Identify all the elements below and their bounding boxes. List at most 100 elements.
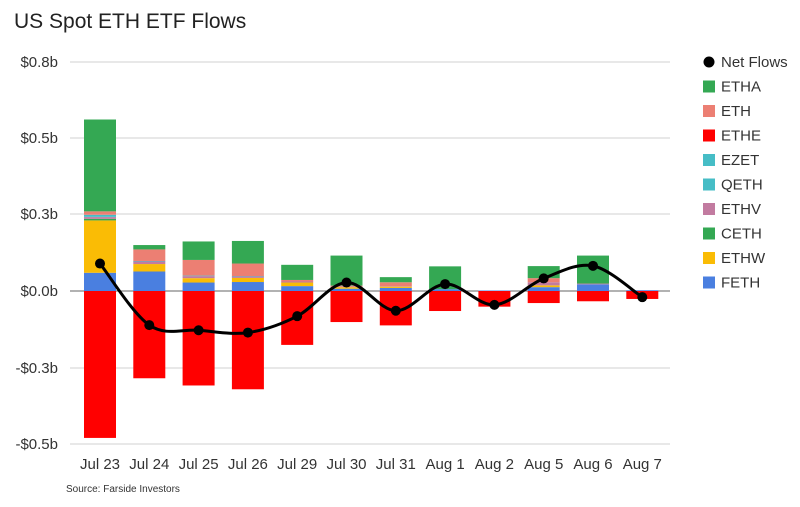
y-axis: $0.8b $0.5b $0.3b $0.0b -$0.3b -$0.5b bbox=[15, 54, 58, 453]
x-tick-label: Jul 25 bbox=[179, 456, 219, 473]
bar-segment-ethe bbox=[577, 291, 609, 302]
bar-segment-ethe bbox=[429, 291, 462, 312]
bar-segment-feth bbox=[429, 289, 462, 291]
x-axis: Jul 23 Jul 24 Jul 25 Jul 26 Jul 29 Jul 30 Jul … bbox=[80, 456, 662, 473]
bar-segment-ethv bbox=[133, 261, 166, 265]
bar-segment-ethe bbox=[527, 291, 560, 304]
bar-segment-ethv bbox=[281, 281, 314, 283]
y-tick-label: -$0.5b bbox=[15, 436, 58, 453]
bar-segment-etha bbox=[84, 119, 116, 212]
bar-segment-feth bbox=[577, 284, 609, 291]
bar-segment-qeth bbox=[84, 216, 116, 218]
bar-segment-feth bbox=[626, 290, 659, 291]
legend-swatch bbox=[703, 227, 715, 240]
legend-swatch bbox=[703, 80, 715, 93]
bar-segment-ethv bbox=[84, 217, 116, 219]
legend-label: FETH bbox=[721, 275, 760, 292]
bar-segment-ethw bbox=[182, 278, 215, 283]
x-tick-label: Aug 2 bbox=[475, 456, 514, 473]
legend-item-ethe: ETHE bbox=[703, 128, 761, 145]
bar-segment-ethv bbox=[231, 276, 264, 278]
bar-segment-ethv bbox=[379, 286, 412, 287]
y-tick-label: $0.8b bbox=[20, 54, 58, 71]
legend-swatch bbox=[703, 252, 715, 264]
x-tick-label: Jul 24 bbox=[129, 456, 169, 473]
x-tick-label: Aug 1 bbox=[425, 456, 464, 473]
x-tick-label: Jul 29 bbox=[277, 456, 317, 473]
legend-item-eth: ETH bbox=[703, 103, 751, 120]
bar-segment-ethw bbox=[527, 285, 560, 288]
legend-swatch bbox=[703, 129, 715, 142]
legend-label: ETHV bbox=[721, 201, 761, 218]
bar-segment-feth bbox=[527, 287, 560, 291]
bar-segment-eth bbox=[133, 249, 166, 261]
bar-segment-ethv bbox=[577, 283, 609, 285]
bar-segment-ethw bbox=[281, 282, 314, 287]
legend-item-qeth: QETH bbox=[703, 177, 763, 194]
net-flows-point bbox=[637, 292, 648, 303]
net-flows-point bbox=[292, 311, 303, 322]
legend-swatch bbox=[703, 105, 715, 117]
legend-label: QETH bbox=[721, 177, 763, 194]
bar-segment-ethw bbox=[231, 277, 264, 283]
legend-swatch bbox=[703, 178, 715, 191]
x-tick-label: Jul 23 bbox=[80, 456, 120, 473]
net-flows-point bbox=[440, 279, 451, 290]
legend-item-ethw: ETHW bbox=[703, 250, 766, 267]
net-flows-point bbox=[588, 260, 598, 271]
bar-segment-etha bbox=[281, 264, 314, 280]
legend-swatch bbox=[703, 154, 715, 166]
net-flows-point bbox=[538, 273, 549, 284]
bar-segment-ethw bbox=[330, 287, 363, 289]
bar-segment-feth bbox=[478, 290, 511, 291]
x-tick-label: Aug 5 bbox=[524, 456, 563, 473]
bar-segment-feth bbox=[231, 282, 264, 291]
x-tick-label: Jul 30 bbox=[326, 456, 366, 473]
legend-item-ceth: CETH bbox=[703, 226, 762, 243]
legend-item-ethv: ETHV bbox=[703, 201, 761, 218]
gridlines bbox=[70, 61, 670, 445]
legend-label: ETHA bbox=[721, 79, 761, 96]
bar-segment-ezet bbox=[133, 260, 166, 262]
legend-item-feth: FETH bbox=[703, 275, 760, 292]
bar-segment-ezet bbox=[182, 275, 215, 277]
chart-title: US Spot ETH ETF Flows bbox=[14, 10, 247, 33]
bar-segment-feth bbox=[379, 287, 412, 291]
bar-segment-feth bbox=[84, 272, 116, 291]
bar-segment-etha bbox=[182, 241, 215, 260]
bar-segment-ethv bbox=[527, 282, 560, 286]
net-flows-path bbox=[98, 262, 644, 335]
legend-label: Net Flows bbox=[721, 54, 788, 71]
bar-segment-ethv bbox=[182, 276, 215, 279]
net-flows-point bbox=[193, 325, 204, 336]
bar-segment-ethw bbox=[133, 264, 166, 272]
legend-label: ETHW bbox=[721, 250, 766, 267]
bar-segment-ceth bbox=[84, 218, 116, 221]
legend-label: ETH bbox=[721, 103, 751, 120]
bar-segment-eth bbox=[281, 279, 314, 282]
bar-segment-eth bbox=[379, 282, 412, 287]
bar-segment-ethe bbox=[231, 291, 264, 390]
net-flows-point bbox=[489, 299, 500, 310]
net-flows-line bbox=[95, 258, 648, 338]
bars bbox=[84, 119, 659, 438]
legend: Net Flows ETHA ETH ETHE EZET QETH ETHV CETH ETHW… bbox=[703, 54, 788, 292]
bar-segment-ethe bbox=[330, 291, 363, 323]
net-flows-point bbox=[390, 305, 401, 316]
net-flows-point bbox=[242, 327, 253, 338]
bar-segment-eth bbox=[182, 259, 215, 276]
x-tick-label: Aug 7 bbox=[623, 456, 662, 473]
bar-segment-ezet bbox=[84, 214, 116, 217]
bar-segment-ezet bbox=[231, 276, 264, 277]
bar-segment-eth bbox=[231, 263, 264, 277]
bar-segment-ethw bbox=[379, 286, 412, 288]
bar-segment-feth bbox=[133, 271, 166, 291]
bar-segment-ethe bbox=[133, 291, 166, 379]
net-flows-point bbox=[95, 258, 105, 269]
bar-segment-etha bbox=[379, 277, 412, 283]
net-flows-point bbox=[144, 320, 155, 331]
y-tick-label: $0.0b bbox=[20, 283, 58, 300]
legend-swatch bbox=[703, 203, 715, 215]
x-tick-label: Jul 26 bbox=[228, 456, 268, 473]
